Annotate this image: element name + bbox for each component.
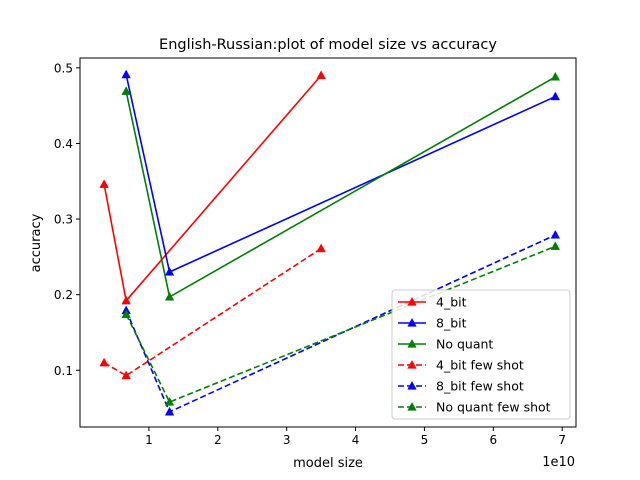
legend-label-5: No quant few shot — [436, 400, 551, 415]
data-point-3-2 — [316, 243, 326, 253]
x-tick-label-0: 1 — [145, 433, 153, 447]
x-axis-offset-label: 1e10 — [542, 455, 575, 470]
y-tick-label-1: 0.2 — [54, 288, 73, 302]
legend-marker-2 — [407, 338, 417, 348]
data-point-4-2 — [550, 229, 561, 239]
y-tick-label-4: 0.5 — [54, 61, 73, 75]
y-tick-label-2: 0.3 — [54, 213, 73, 227]
x-axis-label: model size — [293, 456, 363, 471]
legend-label-0: 4_bit — [436, 295, 467, 310]
data-point-0-1 — [121, 295, 131, 305]
legend-marker-5 — [407, 401, 417, 411]
legend-marker-4 — [407, 380, 417, 390]
legend-label-4: 8_bit few shot — [436, 379, 524, 394]
data-point-5-1 — [164, 397, 175, 406]
data-point-3-1 — [121, 370, 131, 380]
data-point-2-2 — [550, 71, 561, 81]
y-tick-label-3: 0.4 — [54, 137, 73, 151]
legend: 4_bit 8_bit No quant 4_bit few shot 8_bit fe… — [391, 289, 571, 420]
data-point-2-1 — [164, 291, 175, 301]
legend-marker-3 — [407, 359, 417, 369]
x-tick-label-3: 4 — [352, 433, 360, 447]
data-point-3-0 — [99, 357, 109, 367]
data-point-0-2 — [316, 70, 326, 80]
legend-label-1: 8_bit — [436, 316, 467, 331]
data-point-5-0 — [121, 309, 131, 318]
x-tick-label-6: 7 — [558, 433, 566, 447]
x-tick-label-5: 6 — [490, 433, 498, 447]
legend-label-3: 4_bit few shot — [436, 358, 524, 373]
legend-box — [391, 289, 571, 420]
axes-frame — [79, 57, 577, 428]
x-tick-label-2: 3 — [283, 433, 291, 447]
legend-marker-1 — [407, 317, 417, 327]
data-point-5-2 — [550, 241, 561, 250]
series-line-3 — [103, 247, 322, 377]
plot-area: 1 2 3 4 5 6 7 0.1 0.2 0.3 0.4 0.5 — [54, 57, 577, 447]
x-tick-label-4: 5 — [421, 433, 429, 447]
data-point-1-1 — [164, 266, 175, 276]
data-point-1-0 — [121, 69, 131, 79]
legend-label-2: No quant — [436, 337, 493, 352]
series-line-5 — [125, 245, 556, 403]
data-point-0-0 — [99, 179, 109, 188]
x-tick-label-1: 2 — [214, 433, 222, 447]
chart-title: English-Russian:plot of model size vs ac… — [159, 37, 497, 53]
data-point-2-0 — [121, 86, 131, 95]
data-point-4-1 — [164, 406, 175, 416]
y-tick-label-0: 0.1 — [54, 364, 73, 378]
y-axis-label: accuracy — [29, 213, 44, 272]
legend-marker-0 — [407, 296, 417, 306]
data-point-1-2 — [550, 91, 561, 101]
